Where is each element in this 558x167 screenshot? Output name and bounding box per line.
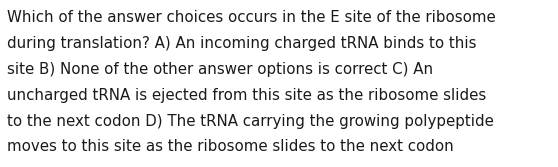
Text: site B) None of the other answer options is correct C) An: site B) None of the other answer options… <box>7 62 434 77</box>
Text: uncharged tRNA is ejected from this site as the ribosome slides: uncharged tRNA is ejected from this site… <box>7 88 487 103</box>
Text: moves to this site as the ribosome slides to the next codon: moves to this site as the ribosome slide… <box>7 139 454 154</box>
Text: Which of the answer choices occurs in the E site of the ribosome: Which of the answer choices occurs in th… <box>7 10 496 25</box>
Text: during translation? A) An incoming charged tRNA binds to this: during translation? A) An incoming charg… <box>7 36 477 51</box>
Text: to the next codon D) The tRNA carrying the growing polypeptide: to the next codon D) The tRNA carrying t… <box>7 114 494 129</box>
